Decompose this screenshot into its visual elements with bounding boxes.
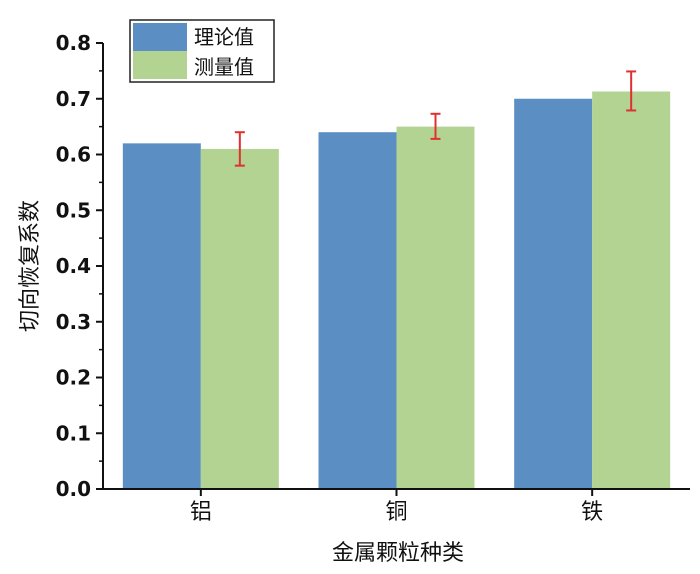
x-tick-label: 铜 <box>385 500 407 525</box>
y-tick-label: 0.4 <box>56 254 91 278</box>
legend-label-theory: 理论值 <box>194 25 254 49</box>
y-tick-label: 0.8 <box>56 31 91 55</box>
bar <box>514 98 593 489</box>
bar <box>396 126 475 489</box>
y-tick-label: 0.0 <box>56 477 91 501</box>
y-axis-title: 切向恢复系数 <box>18 200 43 332</box>
legend-swatch-theory <box>133 23 187 51</box>
axes-layer: 铝 铜 铁 0.0 0.1 0.2 0.3 0.4 0.5 0.6 0.7 0.8 <box>56 31 690 525</box>
bars-layer <box>122 91 671 490</box>
y-tick-label: 0.1 <box>56 421 91 445</box>
legend-swatch-measured <box>133 51 187 79</box>
x-tick-label: 铁 <box>581 500 603 525</box>
bar <box>122 143 201 489</box>
legend: 理论值 测量值 <box>129 19 275 83</box>
bar <box>200 148 279 490</box>
bar <box>592 91 671 489</box>
bar <box>318 132 397 489</box>
y-tick-label: 0.2 <box>56 366 91 390</box>
legend-label-measured: 测量值 <box>194 55 254 79</box>
x-tick-label: 铝 <box>190 500 212 525</box>
error-bars-layer <box>234 70 637 167</box>
y-tick-label: 0.3 <box>56 310 91 334</box>
y-tick-label: 0.7 <box>56 87 91 111</box>
x-axis-title: 金属颗粒种类 <box>332 541 464 566</box>
y-tick-label: 0.6 <box>56 143 91 167</box>
y-tick-label: 0.5 <box>56 198 91 222</box>
